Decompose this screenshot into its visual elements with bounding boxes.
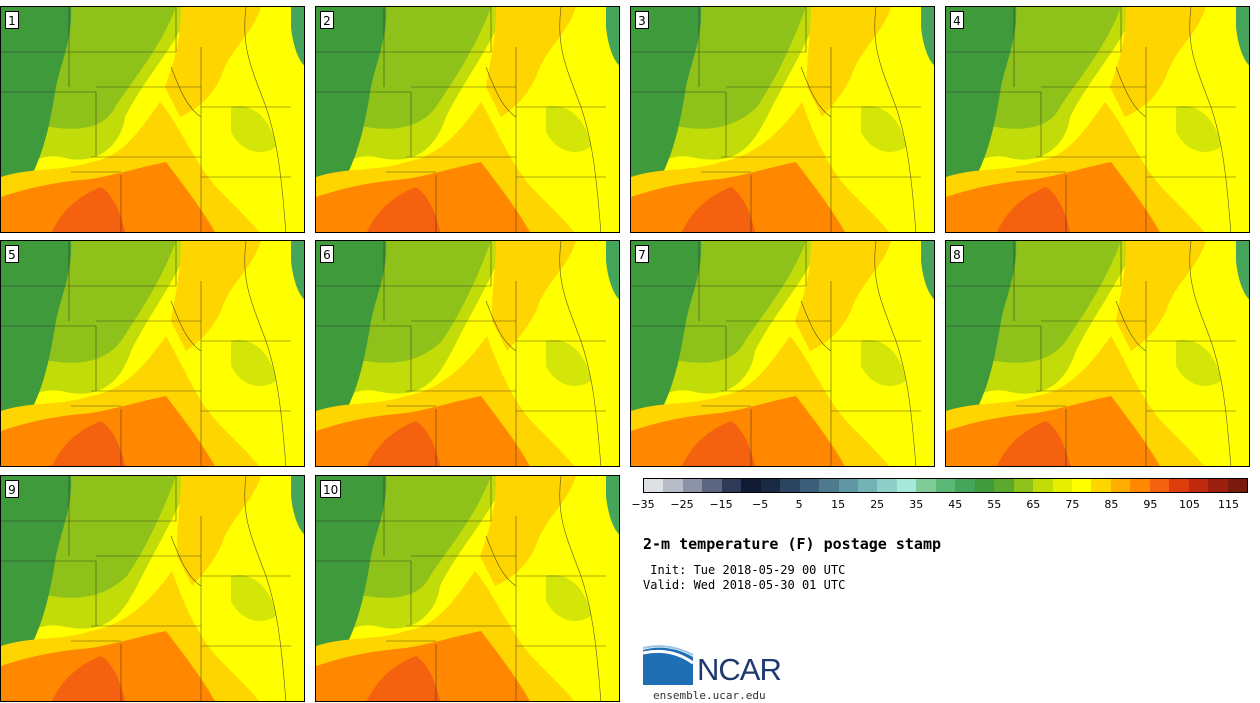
colorbar-tick: 95: [1143, 498, 1158, 511]
colorbar-tick: 105: [1178, 498, 1200, 511]
colorbar-tick: −35: [631, 498, 655, 511]
init-time: Init: Tue 2018-05-29 00 UTC: [643, 563, 846, 577]
ncar-logo-text: NCAR: [697, 652, 782, 687]
valid-time: Valid: Wed 2018-05-30 01 UTC: [643, 578, 846, 592]
member-panel-6: 6: [315, 240, 620, 467]
colorbar-segment: [663, 479, 683, 492]
member-panel-5: 5: [0, 240, 305, 467]
colorbar-tick: −25: [670, 498, 694, 511]
temperature-map: [946, 7, 1249, 232]
temperature-map: [1, 241, 304, 466]
member-label: 2: [320, 11, 334, 29]
member-panel-4: 4: [945, 6, 1250, 233]
temperature-map: [316, 7, 619, 232]
member-label: 6: [320, 245, 334, 263]
colorbar-segment: [1052, 479, 1072, 492]
colorbar-segment: [1188, 479, 1209, 492]
temperature-map: [316, 241, 619, 466]
colorbar-tick: 35: [909, 498, 924, 511]
colorbar-tick: 45: [948, 498, 963, 511]
temperature-map: [1, 476, 304, 701]
colorbar-segment: [1033, 479, 1053, 492]
colorbar-segment: [1208, 479, 1228, 492]
colorbar-segment: [1110, 479, 1131, 492]
colorbar-tick: 15: [831, 498, 846, 511]
colorbar-segment: [994, 479, 1014, 492]
member-panel-3: 3: [630, 6, 935, 233]
colorbar-segment: [819, 479, 839, 492]
colorbar-segment: [780, 479, 800, 492]
colorbar-segment: [1091, 479, 1111, 492]
colorbar-segment: [1071, 479, 1092, 492]
colorbar-segment: [1169, 479, 1189, 492]
temperature-map: [316, 476, 619, 701]
member-label: 5: [5, 245, 19, 263]
member-panel-9: 9: [0, 475, 305, 702]
temperature-map: [1, 7, 304, 232]
colorbar-segment: [1149, 479, 1170, 492]
member-label: 10: [320, 480, 342, 498]
colorbar-segment: [838, 479, 858, 492]
member-panel-7: 7: [630, 240, 935, 467]
colorbar-tick-labels: −35 −25 −15 −5 5 15 25 35 45 55 65 75 85 95 105 115: [631, 498, 1248, 514]
colorbar-segment: [760, 479, 781, 492]
colorbar-tick: 65: [1026, 498, 1041, 511]
colorbar-tick: 25: [870, 498, 885, 511]
colorbar-segment: [935, 479, 956, 492]
temperature-map: [631, 7, 934, 232]
colorbar-segment: [916, 479, 936, 492]
colorbar-tick: 115: [1217, 498, 1239, 511]
colorbar-segment: [974, 479, 995, 492]
colorbar-segment: [741, 479, 761, 492]
member-label: 9: [5, 480, 19, 498]
colorbar-segment: [1130, 479, 1150, 492]
colorbar-segment: [682, 479, 703, 492]
colorbar-tick: 85: [1104, 498, 1119, 511]
colorbar-segment: [877, 479, 897, 492]
temperature-map: [946, 241, 1249, 466]
member-label: 3: [635, 11, 649, 29]
member-panel-2: 2: [315, 6, 620, 233]
colorbar-segment: [799, 479, 820, 492]
member-label: 8: [950, 245, 964, 263]
colorbar-tick: 5: [795, 498, 803, 511]
colorbar-segment: [1227, 479, 1248, 492]
colorbar-segment: [955, 479, 975, 492]
temperature-map: [631, 241, 934, 466]
figure-title: 2-m temperature (F) postage stamp: [643, 535, 942, 553]
member-label: 4: [950, 11, 964, 29]
colorbar-tick: −15: [709, 498, 733, 511]
member-panel-8: 8: [945, 240, 1250, 467]
colorbar-segment: [702, 479, 722, 492]
member-panel-1: 1: [0, 6, 305, 233]
colorbar-segment: [1013, 479, 1034, 492]
website-url: ensemble.ucar.edu: [653, 689, 766, 702]
colorbar-segment: [721, 479, 742, 492]
member-panel-10: 10: [315, 475, 620, 702]
colorbar-segment: [644, 479, 664, 492]
colorbar-tick: −5: [751, 498, 769, 511]
colorbar-segment: [896, 479, 917, 492]
colorbar-tick: 75: [1065, 498, 1080, 511]
ncar-logo-icon: [643, 645, 694, 685]
member-label: 7: [635, 245, 649, 263]
colorbar-tick: 55: [987, 498, 1002, 511]
colorbar-segment: [857, 479, 878, 492]
member-label: 1: [5, 11, 19, 29]
temperature-colorbar: [643, 478, 1248, 493]
